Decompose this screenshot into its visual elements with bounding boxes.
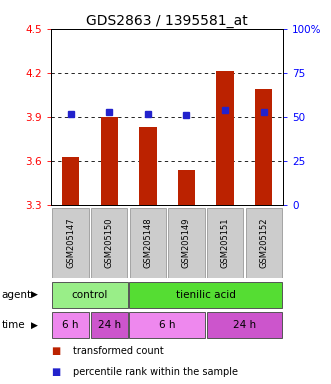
Bar [255,89,272,205]
Text: 6 h: 6 h [159,320,175,331]
Text: ■: ■ [51,346,61,356]
Text: GSM205147: GSM205147 [66,218,75,268]
Text: 6 h: 6 h [62,320,79,331]
Text: percentile rank within the sample: percentile rank within the sample [73,367,238,377]
Text: ■: ■ [51,367,61,377]
Bar [216,71,234,205]
Bar [207,313,282,338]
Bar [91,313,128,338]
Text: transformed count: transformed count [73,346,164,356]
Bar [91,208,127,278]
Text: GSM205149: GSM205149 [182,218,191,268]
Bar [52,313,89,338]
Text: time: time [2,320,25,331]
Bar [52,282,128,308]
Text: GSM205150: GSM205150 [105,218,114,268]
Text: 24 h: 24 h [98,320,121,331]
Text: tienilic acid: tienilic acid [176,290,236,300]
Text: GSM205151: GSM205151 [220,218,230,268]
Text: 24 h: 24 h [233,320,256,331]
Title: GDS2863 / 1395581_at: GDS2863 / 1395581_at [86,14,248,28]
Text: GSM205148: GSM205148 [143,218,152,268]
Bar [129,313,205,338]
Bar [207,208,243,278]
Text: GSM205152: GSM205152 [259,218,268,268]
Text: ▶: ▶ [31,321,38,330]
Bar [168,208,205,278]
Bar [101,117,118,205]
Bar [139,127,157,205]
Bar [52,208,89,278]
Text: agent: agent [2,290,32,300]
Bar [129,282,282,308]
Text: ▶: ▶ [31,290,38,299]
Bar [130,208,166,278]
Bar [178,170,195,205]
Bar [246,208,282,278]
Bar [62,157,79,205]
Text: control: control [72,290,108,300]
